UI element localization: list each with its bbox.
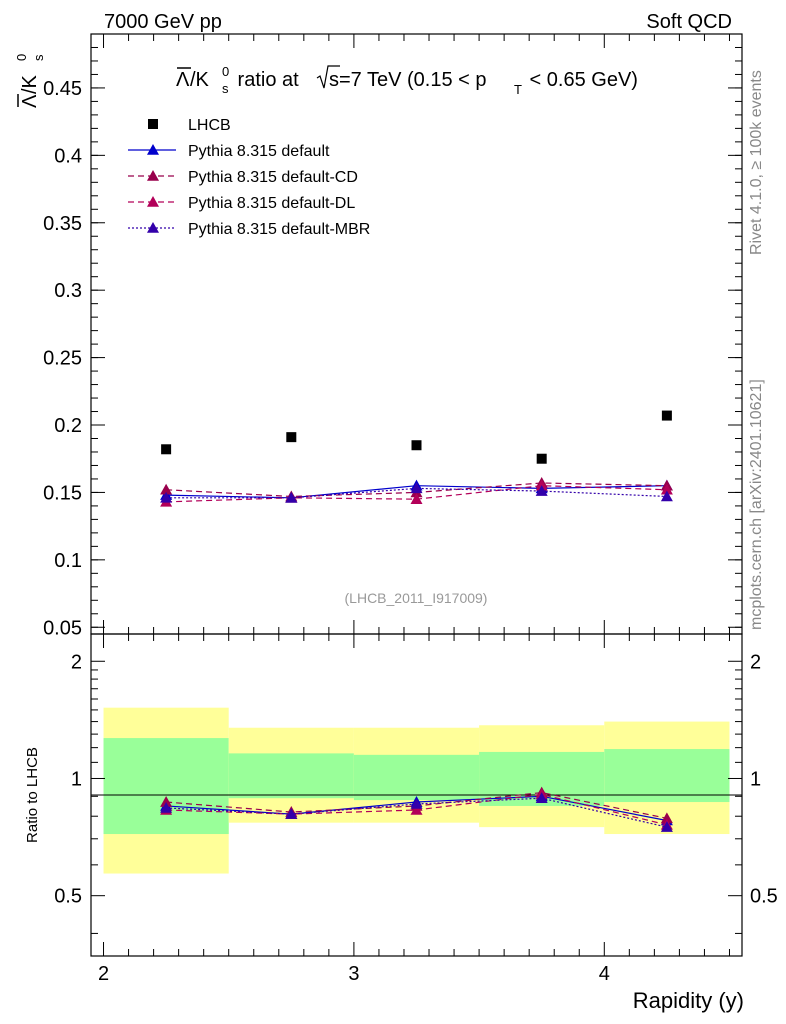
legend-label: Pythia 8.315 default-CD — [188, 169, 358, 186]
y-tick-label: 0.15 — [43, 482, 82, 504]
main-marker-mbr — [160, 491, 173, 503]
main-y-label: Λ /K 0 s — [14, 54, 46, 108]
ratio-marker-mbr — [535, 792, 548, 803]
ratio-y-tick-label-left: 2 — [71, 651, 82, 673]
x-axis-label: Rapidity (y) — [633, 988, 744, 1013]
main-marker-cd — [160, 483, 173, 495]
ratio-bands — [103, 707, 730, 874]
ratio-marker-mbr — [660, 821, 673, 832]
main-marker-dl — [660, 483, 673, 495]
main-marker-mbr — [535, 485, 548, 496]
ratio-y-tick-label-left: 1 — [71, 768, 82, 790]
ratio-y-tick-label-right: 2 — [750, 651, 761, 673]
main-series — [160, 410, 673, 507]
legend-label: Pythia 8.315 default-DL — [188, 195, 355, 212]
ratio-marker-mbr — [285, 808, 298, 819]
header-right: Soft QCD — [646, 11, 732, 33]
legend-marker-cd — [147, 170, 159, 181]
ratio-series — [160, 786, 673, 832]
ratio-marker-mbr — [410, 797, 423, 809]
y-tick-label: 0.05 — [43, 617, 82, 639]
y-label-sub: s — [31, 54, 46, 61]
legend-marker-dl — [147, 196, 159, 207]
y-tick-label: 0.35 — [43, 213, 82, 235]
title-end: < 0.65 GeV) — [524, 69, 638, 91]
band-inner — [228, 753, 354, 799]
band-inner — [103, 738, 229, 835]
mcplots-label: mcplots.cern.ch [arXiv:2401.10621] — [748, 379, 765, 630]
legend-label: Pythia 8.315 default-MBR — [188, 221, 370, 238]
main-line-mbr — [166, 487, 667, 499]
title-pt-sub: T — [514, 82, 522, 97]
y-tick-label: 0.45 — [43, 78, 82, 100]
ratio-y-tick-label-left: 0.5 — [54, 886, 82, 908]
x-tick-label: 3 — [348, 963, 359, 985]
axis-ticks: 0.05 0.1 0.15 0.2 0.25 0.3 0.35 0.4 0.45 2 3 4 0.5 0.… — [43, 34, 778, 985]
ratio-frame — [90, 633, 743, 957]
main-data-point — [661, 410, 672, 421]
main-marker-mbr — [660, 490, 673, 502]
legend-marker-mbr — [147, 222, 159, 233]
y-label-sup: 0 — [14, 54, 29, 61]
title-sup: 0 — [222, 64, 229, 79]
sqrt-icon — [316, 65, 340, 89]
band-inner — [353, 754, 480, 801]
title-mid: ratio at — [232, 69, 304, 91]
header-left: 7000 GeV pp — [104, 11, 222, 33]
x-tick-label: 4 — [599, 963, 610, 985]
title-lambda: Λ — [176, 69, 190, 91]
y-tick-label: 0.2 — [54, 415, 82, 437]
x-tick-label: 2 — [98, 963, 109, 985]
main-data-point — [536, 453, 547, 464]
y-label-lambda: Λ — [19, 94, 41, 108]
legend-marker-default — [147, 144, 159, 155]
main-marker-dl — [410, 493, 423, 504]
rivet-label: Rivet 4.1.0, ≥ 100k events — [748, 70, 765, 255]
title-ratio: /K — [190, 69, 210, 91]
ratio-y-tick-label-right: 1 — [750, 768, 761, 790]
main-data-point — [411, 440, 422, 451]
main-data-point — [161, 444, 172, 455]
main-marker-mbr — [285, 491, 298, 503]
ratio-marker-mbr — [160, 801, 173, 813]
ratio-marker-dl — [410, 803, 423, 815]
main-marker-mbr — [410, 482, 423, 494]
main-title: Λ /K 0 s ratio at s=7 TeV (0.15 < p T < … — [176, 64, 638, 97]
analysis-annotation: (LHCB_2011_I917009) — [345, 590, 488, 606]
y-tick-label: 0.4 — [54, 145, 82, 167]
y-tick-label: 0.25 — [43, 348, 82, 370]
y-tick-label: 0.3 — [54, 280, 82, 302]
title-sqrt: s=7 TeV (0.15 < p — [329, 69, 487, 91]
y-tick-label: 0.1 — [54, 550, 82, 572]
legend-label: Pythia 8.315 default — [188, 143, 330, 160]
legend-label: LHCB — [188, 117, 231, 134]
ratio-y-label: Ratio to LHCB — [24, 747, 41, 843]
title-sub: s — [222, 81, 229, 96]
ratio-marker-cd — [160, 796, 173, 807]
legend-marker-data — [148, 119, 158, 129]
ratio-y-tick-label-right: 0.5 — [750, 886, 778, 908]
main-data-point — [286, 432, 297, 443]
y-label-main: /K — [19, 74, 41, 94]
legend: LHCB Pythia 8.315 default Pythia 8.315 def… — [128, 117, 370, 238]
ratio-marker-cd — [660, 812, 673, 824]
band-inner — [604, 749, 730, 803]
